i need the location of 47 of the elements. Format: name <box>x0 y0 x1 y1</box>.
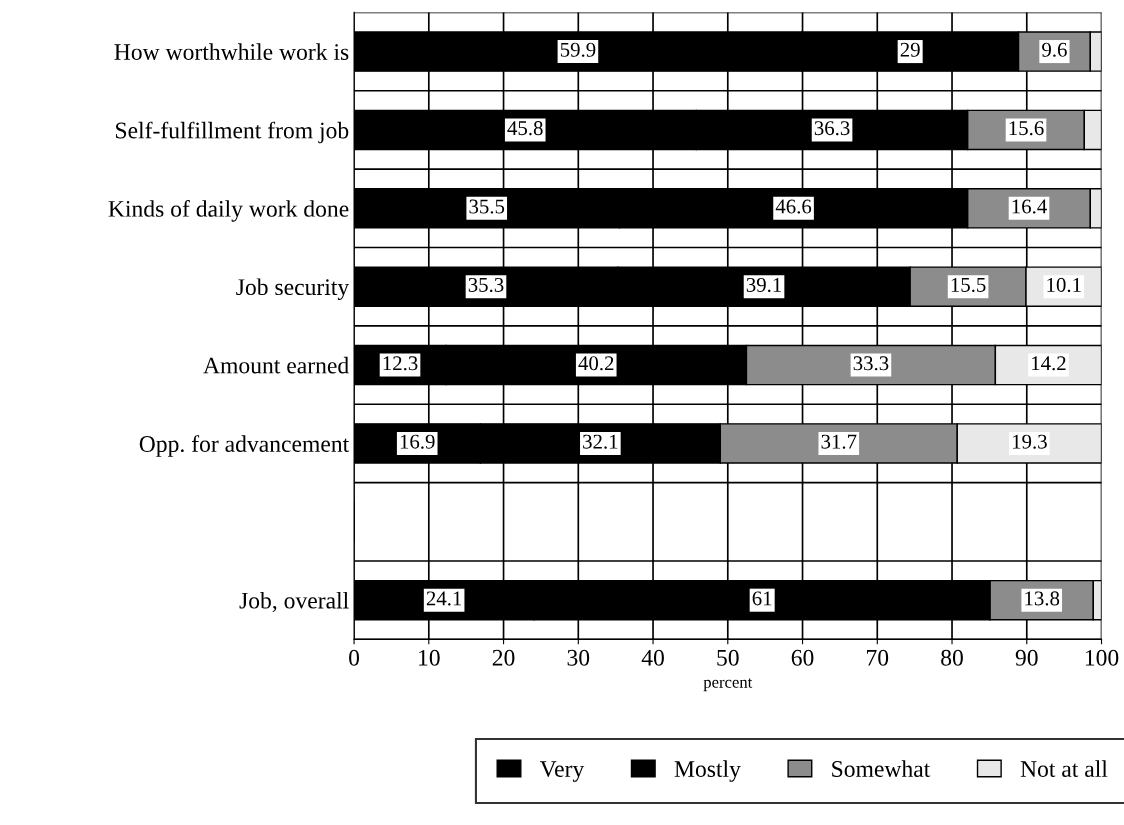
data-label: 13.8 <box>1025 591 1060 606</box>
x-tick-label: 60 <box>791 649 814 666</box>
data-label: 31.7 <box>821 434 857 449</box>
x-axis-title: percent <box>703 678 753 692</box>
data-label: 39.1 <box>746 277 782 292</box>
x-tick-label: 0 <box>349 649 360 666</box>
data-label: 24.1 <box>426 591 462 606</box>
x-tick-label: 40 <box>641 649 664 666</box>
x-tick-label: 20 <box>492 649 515 666</box>
data-label: 14.2 <box>1032 356 1066 371</box>
x-tick-label: 90 <box>1015 649 1038 666</box>
legend-label: Very <box>539 761 585 782</box>
y-tick-label: Amount earned <box>203 356 349 374</box>
data-label: 16.4 <box>1012 199 1047 214</box>
y-tick-label: Opp. for advancement <box>139 435 350 457</box>
y-tick-label: Job security <box>236 278 350 300</box>
x-tick-label: 80 <box>941 649 963 666</box>
y-tick-label: How worthwhile work is <box>114 43 349 60</box>
data-label: 32.1 <box>583 434 618 449</box>
data-label: 61 <box>752 591 772 606</box>
x-tick-label: 70 <box>867 649 889 666</box>
data-label: 10.1 <box>1047 277 1081 292</box>
data-label: 35.5 <box>469 199 505 214</box>
data-label: 12.3 <box>383 356 418 371</box>
data-label: 16.9 <box>400 434 435 449</box>
y-tick-label: Self-fulfillment from job <box>116 121 349 144</box>
data-label: 40.2 <box>578 356 614 371</box>
x-tick-label: 50 <box>717 649 739 666</box>
data-label: 33.3 <box>853 356 889 371</box>
data-label: 45.8 <box>507 121 543 136</box>
data-label: 35.3 <box>468 277 504 292</box>
legend-label: Mostly <box>674 760 741 782</box>
legend-label: Somewhat <box>832 760 931 777</box>
x-tick-label: 100 <box>1085 649 1119 666</box>
data-label: 59.9 <box>560 42 596 57</box>
data-label: 15.6 <box>1009 121 1044 136</box>
y-tick-label: Job, overall <box>239 592 349 613</box>
x-tick-label: 10 <box>419 649 440 666</box>
data-label: 29 <box>900 42 920 57</box>
data-label: 19.3 <box>1012 434 1047 449</box>
y-tick-label: Kinds of daily work done <box>108 200 349 222</box>
data-label: 46.6 <box>775 199 812 214</box>
data-label: 15.5 <box>951 277 986 292</box>
data-label: 9.6 <box>1042 42 1067 57</box>
legend-label: Not at all <box>1020 760 1108 777</box>
x-tick-label: 30 <box>567 649 590 666</box>
data-label: 36.3 <box>814 121 850 136</box>
